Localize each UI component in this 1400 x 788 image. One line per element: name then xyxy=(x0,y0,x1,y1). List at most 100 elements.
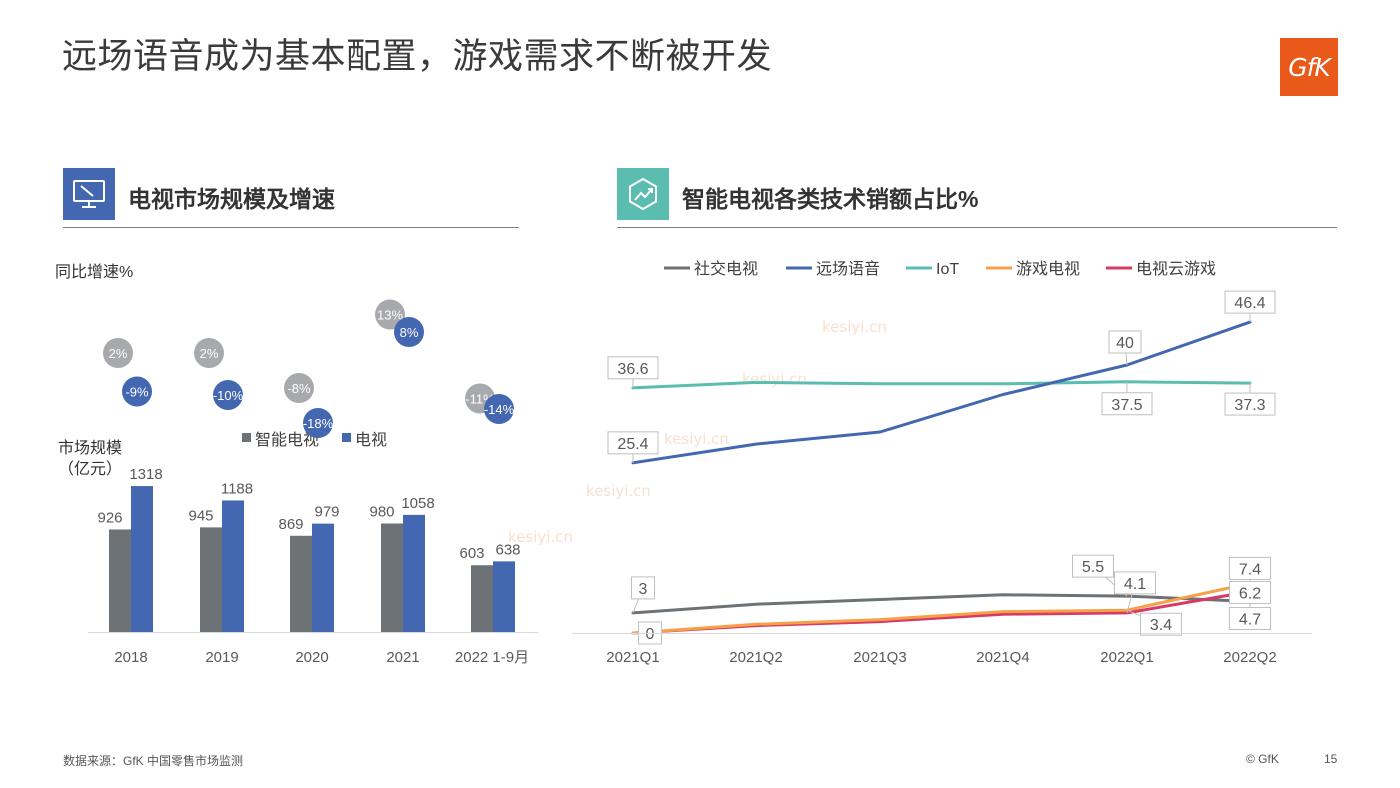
data-label-iot-0: 36.6 xyxy=(607,356,659,388)
growth-label-tv-2019: -10% xyxy=(213,388,244,403)
category-tick-2021q2: 2021Q2 xyxy=(729,649,782,666)
growth-bubble-tv-2022-1-9 xyxy=(484,394,514,424)
bar-label-smart-tv-2018: 926 xyxy=(97,509,122,526)
data-label-iot-5: 37.3 xyxy=(1224,383,1276,416)
data-label-far-field-voice-0: 25.4 xyxy=(607,431,659,463)
bar-tv-2018 xyxy=(131,486,153,632)
data-label-iot-4: 37.5 xyxy=(1101,381,1153,416)
growth-bubble-tv-2020 xyxy=(303,408,333,438)
growth-bubble-tv-2021 xyxy=(394,317,424,347)
data-label-box xyxy=(1229,607,1271,631)
bar-label-smart-tv-2022-1-9: 603 xyxy=(459,545,484,562)
bar-label-tv-2022-1-9: 638 xyxy=(495,541,520,558)
data-label-cloud-gaming-5: 6.2 xyxy=(1229,580,1271,604)
data-label-box xyxy=(1140,612,1182,636)
watermark-text: kesiyi.cn xyxy=(664,430,729,448)
gfk-logo: GfK xyxy=(1280,38,1338,96)
bar-tv-2022-1-9 xyxy=(493,561,515,632)
bar-smart-tv-2018 xyxy=(109,529,131,632)
growth-bubble-smart-tv-2020 xyxy=(284,373,314,403)
trend-chart-icon xyxy=(617,168,669,220)
data-label-text: 40 xyxy=(1116,335,1134,352)
data-label-box xyxy=(1229,556,1271,580)
data-label-social-tv-0: 3 xyxy=(631,576,655,614)
market-size-label-line1: 市场规模 xyxy=(58,439,122,457)
growth-label-tv-2020: -18% xyxy=(303,416,334,431)
data-label-cloud-gaming-4: 4.1 xyxy=(1114,571,1156,614)
category-tick-2021q3: 2021Q3 xyxy=(853,649,906,666)
page-number: 15 xyxy=(1324,752,1338,766)
left-section-divider xyxy=(63,227,519,228)
growth-bubble-tv-2019 xyxy=(213,380,243,410)
left-section-title: 电视市场规模及增速 xyxy=(128,186,335,212)
tech-share-chart: 社交电视 远场语音 IoT 游戏电视 电视云游戏 3 5.5 4.7 25.4 40 46.4 36… xyxy=(572,260,1312,666)
growth-label-smart-tv-2021: 13% xyxy=(377,308,403,323)
data-label-game-tv-4: 3.4 xyxy=(1126,609,1182,636)
line-far-field-voice xyxy=(631,320,1252,465)
growth-bubble-smart-tv-2019 xyxy=(194,338,224,368)
copyright: © GfK xyxy=(1246,752,1279,766)
growth-label-smart-tv-2020: -8% xyxy=(287,381,311,396)
data-label-box xyxy=(607,356,659,380)
growth-bubble-smart-tv-2021 xyxy=(375,299,405,330)
bar-label-tv-2021: 1058 xyxy=(401,495,434,512)
market-size-label-line2: （亿元） xyxy=(58,460,122,478)
category-tick-2022q1: 2022Q1 xyxy=(1100,649,1153,666)
data-label-box xyxy=(1224,392,1276,416)
data-label-text: 37.3 xyxy=(1234,397,1265,414)
legend-label-iot: IoT xyxy=(936,261,959,278)
growth-bubble-tv-2018 xyxy=(122,376,152,407)
line-game-tv xyxy=(631,581,1252,635)
category-tick-2020: 2020 xyxy=(295,649,328,666)
data-label-text: 46.4 xyxy=(1234,295,1265,312)
data-label-far-field-voice-4: 40 xyxy=(1108,330,1142,366)
bar-smart-tv-2021 xyxy=(381,523,403,632)
data-label-social-tv-5: 4.7 xyxy=(1229,601,1271,631)
data-label-box xyxy=(1114,571,1156,595)
data-label-far-field-voice-5: 46.4 xyxy=(1224,290,1276,323)
growth-bubble-smart-tv-2018 xyxy=(103,338,133,368)
data-label-text: 36.6 xyxy=(617,361,648,378)
legend-label-far-field-voice: 远场语音 xyxy=(816,260,880,278)
watermark-text: kesiyi.cn xyxy=(586,482,651,500)
right-section-divider xyxy=(617,227,1337,228)
bar-label-tv-2020: 979 xyxy=(314,504,339,521)
data-label-text: 25.4 xyxy=(617,436,648,453)
data-label-box xyxy=(1072,554,1114,578)
data-label-text: 7.4 xyxy=(1239,561,1261,578)
bar-tv-2020 xyxy=(312,523,334,632)
legend-label-social-tv: 社交电视 xyxy=(694,260,758,278)
tv-icon xyxy=(63,168,115,220)
category-tick-2021q4: 2021Q4 xyxy=(976,649,1029,666)
line-iot xyxy=(631,380,1252,390)
category-tick-2021q1: 2021Q1 xyxy=(606,649,659,666)
data-label-text: 3.4 xyxy=(1150,617,1172,634)
bar-label-smart-tv-2020: 869 xyxy=(278,516,303,533)
data-label-box xyxy=(1108,330,1142,354)
growth-label-tv-2021: 8% xyxy=(400,325,419,340)
data-source: 数据来源：GfK 中国零售市场监测 xyxy=(63,754,244,768)
legend-label-game-tv: 游戏电视 xyxy=(1016,260,1080,278)
category-tick-2021: 2021 xyxy=(386,649,419,666)
data-label-box xyxy=(1224,290,1276,314)
bar-label-smart-tv-2021: 980 xyxy=(369,504,394,521)
growth-label-smart-tv-2018: 2% xyxy=(109,346,128,361)
right-section-title: 智能电视各类技术销额占比% xyxy=(682,186,979,212)
category-tick-2022q2: 2022Q2 xyxy=(1223,649,1276,666)
data-label-box xyxy=(1229,580,1271,604)
legend-label-cloud-gaming: 电视云游戏 xyxy=(1136,260,1216,278)
bar-smart-tv-2022-1-9 xyxy=(471,565,493,632)
data-label-social-tv-4: 5.5 xyxy=(1072,554,1128,597)
legend-label-smart-tv: 智能电视 xyxy=(255,431,319,449)
growth-label-smart-tv-2019: 2% xyxy=(200,346,219,361)
bar-label-tv-2018: 1318 xyxy=(129,466,162,483)
bar-label-smart-tv-2019: 945 xyxy=(188,507,213,524)
legend-swatch-smart-tv xyxy=(242,433,251,442)
bar-tv-2021 xyxy=(403,514,425,632)
growth-axis-label: 同比增速% xyxy=(55,263,133,281)
legend-swatch-tv xyxy=(342,433,351,442)
data-label-text: 3 xyxy=(639,581,648,598)
data-label-text: 37.5 xyxy=(1111,397,1142,414)
watermark-text: kesiyi.cn xyxy=(822,318,887,336)
category-tick-2019: 2019 xyxy=(205,649,238,666)
